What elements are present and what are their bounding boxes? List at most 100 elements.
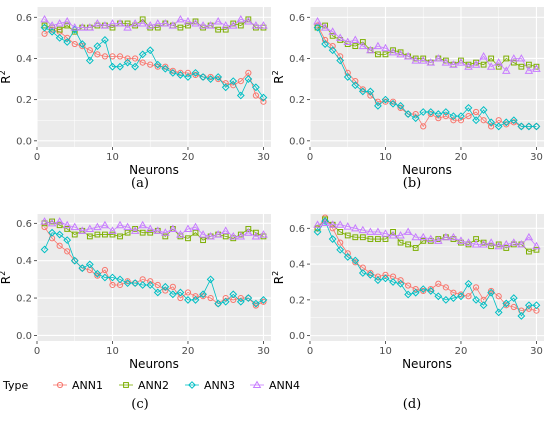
data-point-ann3: [366, 270, 375, 279]
data-point-ann4: [517, 240, 526, 248]
y-axis-title: R2: [0, 271, 13, 284]
data-point-ann1: [495, 293, 502, 300]
legend-item-ann3: ANN3: [185, 379, 235, 392]
legend-key-marker: [188, 381, 196, 389]
data-point-ann3: [411, 114, 420, 123]
data-point-ann2: [237, 22, 244, 29]
data-point-ann3: [108, 273, 117, 282]
data-point-ann2: [222, 233, 229, 240]
y-tick-label: 0.6: [289, 224, 305, 235]
panel-label: (b): [403, 176, 421, 191]
data-point-ann1: [344, 69, 351, 76]
y-tick-label: 0.2: [16, 294, 32, 305]
data-point-ann4: [161, 228, 170, 236]
data-point-ann4: [418, 56, 428, 64]
y-tick-label: 0.2: [289, 295, 305, 306]
x-tick-label: 10: [106, 152, 119, 163]
x-tick-label: 30: [257, 152, 270, 163]
data-point-ann2: [382, 51, 389, 58]
data-point-ann4: [259, 230, 268, 238]
data-point-ann4: [244, 17, 253, 25]
panel-a: 0 10 20 30 0.0 0.2 0.4 0.6 Neurons R2 (a): [0, 7, 271, 191]
data-point-ann3: [221, 297, 230, 306]
data-point-ann1: [124, 278, 131, 285]
data-point-ann2: [139, 16, 146, 23]
data-point-ann2: [367, 236, 374, 242]
data-point-ann4: [313, 17, 322, 25]
data-point-ann3: [48, 228, 57, 237]
data-point-ann4: [183, 17, 193, 25]
data-point-ann3: [343, 253, 352, 261]
data-point-ann1: [192, 293, 199, 300]
data-point-ann4: [479, 52, 488, 60]
x-tick-label: 10: [106, 346, 119, 357]
data-point-ann2: [222, 26, 229, 33]
data-point-ann2: [177, 24, 184, 31]
data-point-ann1: [177, 69, 184, 76]
data-point-ann2: [86, 233, 93, 240]
data-point-ann1: [329, 43, 336, 50]
data-point-ann4: [411, 232, 420, 241]
data-point-ann4: [85, 23, 95, 31]
data-point-ann4: [434, 236, 443, 244]
data-point-ann3: [214, 73, 223, 81]
data-point-ann1: [427, 286, 434, 293]
data-point-ann3: [55, 33, 64, 42]
data-point-ann1: [503, 121, 510, 128]
data-point-ann4: [313, 220, 322, 228]
data-point-ann2: [102, 231, 108, 238]
data-point-ann4: [85, 224, 95, 232]
data-point-ann4: [100, 220, 110, 229]
data-point-ann1: [147, 278, 154, 285]
data-point-ann3: [479, 106, 488, 114]
data-point-ann4: [145, 224, 155, 232]
data-point-ann1: [389, 98, 397, 105]
data-point-ann1: [162, 63, 169, 70]
data-point-ann4: [486, 62, 496, 70]
data-point-ann2: [329, 32, 336, 39]
data-point-ann3: [472, 116, 480, 125]
data-point-ann1: [147, 61, 154, 68]
data-point-ann3: [449, 294, 458, 302]
data-point-ann3: [229, 290, 238, 299]
data-point-ann1: [457, 117, 465, 124]
data-point-ann2: [56, 222, 63, 229]
data-point-ann4: [388, 231, 398, 239]
series-line-ann4: [317, 21, 537, 72]
x-axis-title: Neurons: [129, 163, 179, 177]
data-point-ann4: [78, 226, 87, 234]
legend-key-marker: [252, 380, 262, 389]
panel-d: 0 10 20 30 0.0 0.2 0.4 0.6 Neurons R2 (d): [271, 214, 544, 412]
data-point-ann2: [41, 220, 48, 227]
data-point-ann3: [168, 68, 177, 77]
data-point-ann3: [206, 275, 215, 284]
x-tick-label: 20: [455, 152, 468, 163]
data-point-ann3: [131, 62, 140, 71]
data-point-ann3: [321, 40, 330, 48]
data-point-ann4: [198, 21, 208, 29]
data-point-ann4: [123, 23, 132, 31]
x-tick-label: 30: [530, 152, 543, 163]
data-point-ann4: [70, 222, 80, 231]
data-point-ann3: [161, 64, 170, 73]
data-point-ann4: [464, 62, 473, 70]
data-point-ann4: [93, 19, 102, 27]
data-point-ann1: [412, 286, 419, 293]
data-point-ann3: [487, 118, 496, 127]
legend-item-ann4: ANN4: [250, 379, 300, 392]
data-point-ann1: [260, 298, 267, 305]
data-point-ann3: [464, 279, 473, 288]
x-tick-label: 20: [455, 346, 468, 357]
data-point-ann1: [101, 53, 109, 60]
data-point-ann1: [260, 98, 267, 105]
data-point-ann3: [532, 301, 541, 310]
data-point-ann4: [228, 232, 238, 240]
data-point-ann3: [404, 110, 413, 118]
data-point-ann4: [62, 17, 72, 25]
data-point-ann4: [40, 14, 49, 23]
legend-key-marker: [56, 381, 64, 389]
y-tick-label: 0.6: [16, 13, 32, 24]
data-point-ann3: [464, 103, 473, 112]
data-point-ann1: [374, 273, 382, 280]
